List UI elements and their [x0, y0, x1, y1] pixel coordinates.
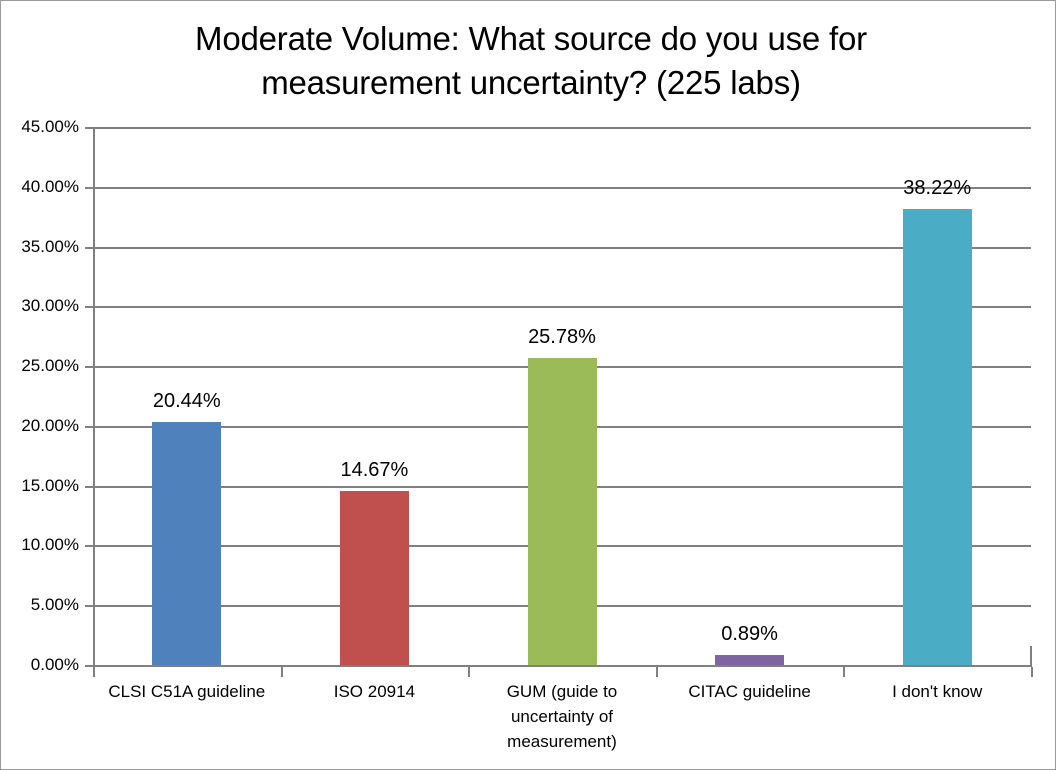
bar[interactable]	[339, 490, 409, 666]
y-axis-tick-mark	[85, 665, 93, 667]
y-axis-tick-mark	[85, 545, 93, 548]
y-axis-tick-label: 5.00%	[30, 595, 79, 615]
x-axis-line	[93, 665, 1032, 667]
y-axis-tick-mark	[85, 306, 93, 309]
y-axis-tick-label: 25.00%	[21, 356, 79, 376]
x-axis-tick-mark	[280, 667, 283, 677]
y-axis-tick-mark	[85, 605, 93, 608]
gridline	[93, 186, 1031, 189]
x-axis-category-label: CLSI C51A guideline	[108, 682, 266, 701]
x-axis-tick-mark	[1031, 667, 1033, 677]
plot-area: 20.44% 14.67% 25.78% 0.89% 38.22%	[93, 127, 1031, 666]
y-axis-tick-label: 45.00%	[21, 117, 79, 136]
x-axis-category-label: I don't know	[892, 682, 983, 701]
chart-title-line-2: measurement uncertainty? (225 labs)	[261, 64, 801, 101]
x-axis-category-label: GUM (guide to uncertainty of measurement…	[506, 682, 618, 751]
y-axis-tick-label: 40.00%	[21, 176, 79, 196]
x-axis-tick-mark	[93, 667, 95, 677]
x-axis-tick-mark	[655, 667, 658, 677]
y-axis-tick-mark	[85, 425, 93, 428]
plot-right-edge	[1030, 646, 1032, 667]
y-axis-tick-mark	[85, 485, 93, 488]
bar[interactable]	[902, 209, 972, 666]
x-axis-category-label: ISO 20914	[333, 682, 416, 701]
x-axis-tick-mark	[843, 667, 846, 677]
bar-value-label: 25.78%	[528, 325, 596, 348]
bar[interactable]	[715, 655, 785, 666]
y-axis-tick-mark	[85, 246, 93, 249]
y-axis-tick-label: 35.00%	[21, 236, 79, 256]
y-axis-tick-mark	[85, 127, 93, 129]
y-axis-line	[93, 127, 95, 667]
bar[interactable]	[152, 421, 222, 666]
y-axis-tick-label: 10.00%	[21, 535, 79, 555]
y-axis-tick-mark	[85, 186, 93, 189]
gridline	[93, 127, 1031, 129]
bar-value-label: 0.89%	[721, 623, 778, 646]
y-axis-labels: 0.00% 5.00% 10.00% 15.00% 20.00% 25.00% 30.00%…	[1, 1, 93, 769]
bar[interactable]	[527, 357, 597, 666]
y-axis-tick-label: 15.00%	[21, 475, 79, 495]
y-axis-tick-label: 0.00%	[30, 655, 79, 674]
y-axis-tick-label: 20.00%	[21, 415, 79, 435]
x-axis-category-label: CITAC guideline	[688, 682, 811, 701]
gridline	[93, 246, 1031, 249]
chart-title-line-1: Moderate Volume: What source do you use …	[195, 20, 867, 57]
y-axis-tick-mark	[85, 366, 93, 369]
gridline	[93, 306, 1031, 309]
y-axis-tick-label: 30.00%	[21, 296, 79, 316]
bar-value-label: 38.22%	[903, 177, 972, 200]
bar-value-label: 20.44%	[152, 389, 221, 412]
chart-title: Moderate Volume: What source do you use …	[81, 17, 981, 105]
bar-value-label: 14.67%	[340, 458, 409, 481]
x-axis-tick-mark	[468, 667, 471, 677]
